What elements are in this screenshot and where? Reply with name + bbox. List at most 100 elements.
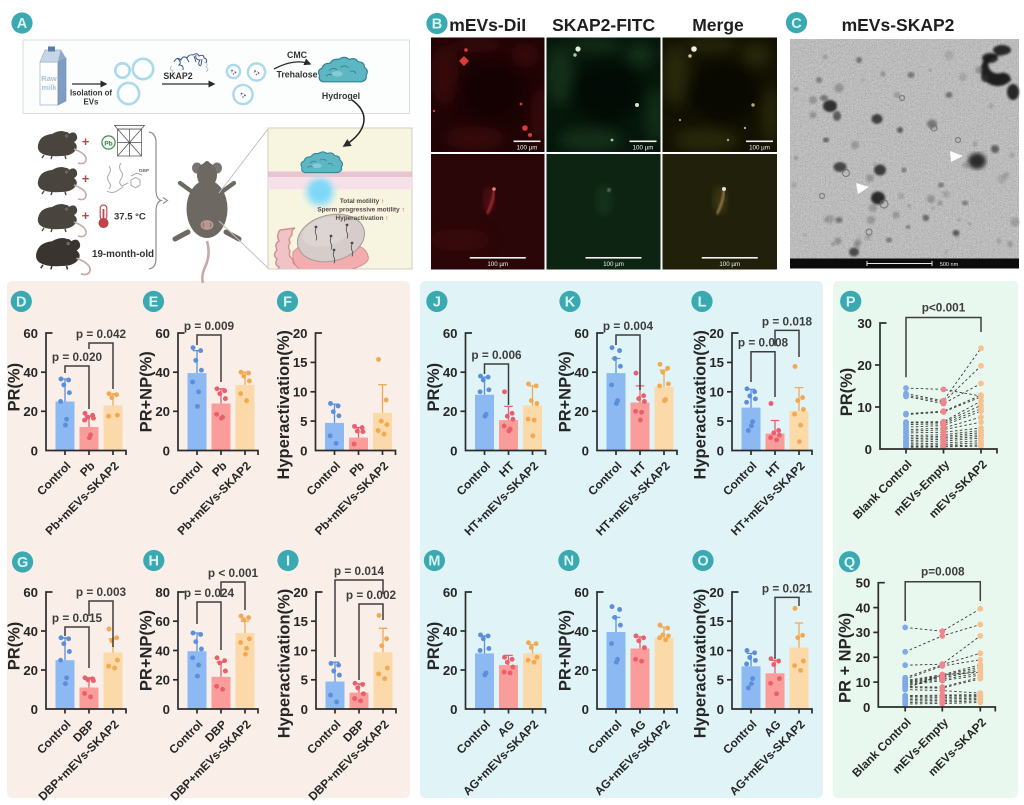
svg-text:Pb: Pb — [104, 141, 112, 148]
svg-text:EVs: EVs — [84, 98, 100, 107]
svg-text:Sperm progressive motility ↑: Sperm progressive motility ↑ — [317, 207, 404, 214]
svg-text:15: 15 — [709, 614, 724, 629]
svg-text:0: 0 — [450, 443, 457, 458]
svg-text:60: 60 — [23, 326, 38, 341]
svg-text:40: 40 — [443, 624, 458, 639]
svg-text:L: L — [698, 295, 707, 311]
svg-text:SKAP2: SKAP2 — [163, 71, 192, 81]
svg-text:40: 40 — [574, 624, 589, 639]
svg-text:+: + — [82, 208, 90, 223]
svg-text:0: 0 — [865, 442, 872, 457]
svg-text:5: 5 — [717, 673, 724, 688]
svg-text:DBP: DBP — [139, 168, 150, 174]
svg-text:5: 5 — [300, 414, 307, 429]
svg-text:PR+NP(%): PR+NP(%) — [138, 351, 156, 432]
svg-text:Hyperactivation(%): Hyperactivation(%) — [692, 589, 710, 738]
svg-text:p = 0.018: p = 0.018 — [762, 314, 813, 328]
svg-text:10: 10 — [709, 643, 724, 658]
svg-text:B: B — [432, 17, 442, 33]
svg-text:0: 0 — [582, 702, 589, 717]
svg-text:40: 40 — [155, 643, 170, 658]
svg-text:40: 40 — [23, 365, 38, 380]
svg-text:M: M — [428, 554, 440, 570]
svg-text:P: P — [846, 295, 856, 311]
svg-text:20: 20 — [23, 663, 38, 678]
svg-text:SKAP2-FITC: SKAP2-FITC — [552, 15, 655, 35]
svg-text:milk: milk — [41, 83, 57, 92]
svg-text:0: 0 — [450, 702, 457, 717]
svg-text:40: 40 — [856, 600, 871, 615]
svg-text:60: 60 — [155, 326, 170, 341]
svg-text:J: J — [433, 295, 441, 311]
svg-text:PR(%): PR(%) — [425, 622, 443, 671]
svg-text:+: + — [82, 134, 90, 149]
svg-text:20: 20 — [23, 404, 38, 419]
svg-text:CMC: CMC — [287, 50, 308, 60]
svg-text:p = 0.021: p = 0.021 — [762, 581, 813, 595]
svg-text:PR+NP(%): PR+NP(%) — [557, 610, 575, 691]
svg-text:20: 20 — [155, 404, 170, 419]
svg-text:30: 30 — [857, 316, 872, 331]
svg-text:mEVs-DiI: mEVs-DiI — [449, 15, 526, 35]
svg-text:PR+NP(%): PR+NP(%) — [557, 351, 575, 432]
svg-text:20: 20 — [574, 404, 589, 419]
svg-text:20: 20 — [709, 326, 724, 341]
svg-text:PR(%): PR(%) — [838, 368, 856, 417]
svg-text:15: 15 — [709, 355, 724, 370]
svg-text:p = 0.008: p = 0.008 — [738, 336, 789, 350]
svg-text:p = 0.020: p = 0.020 — [52, 350, 103, 364]
svg-text:100 µm: 100 µm — [487, 261, 508, 268]
svg-text:p = 0.014: p = 0.014 — [334, 564, 385, 578]
svg-text:p = 0.024: p = 0.024 — [184, 586, 235, 600]
svg-text:60: 60 — [155, 614, 170, 629]
svg-text:G: G — [17, 555, 28, 571]
svg-text:20: 20 — [709, 585, 724, 600]
svg-text:30: 30 — [856, 625, 871, 640]
svg-text:50: 50 — [856, 576, 871, 591]
svg-text:0: 0 — [31, 443, 38, 458]
svg-text:H: H — [149, 554, 159, 570]
svg-text:10: 10 — [857, 400, 872, 415]
svg-text:+: + — [82, 171, 90, 186]
svg-text:Merge: Merge — [692, 15, 744, 35]
svg-text:p = 0.042: p = 0.042 — [76, 327, 127, 341]
svg-text:60: 60 — [443, 585, 458, 600]
svg-text:20: 20 — [293, 585, 308, 600]
svg-text:80: 80 — [155, 585, 170, 600]
svg-text:K: K — [565, 295, 576, 311]
svg-text:Hydrogel: Hydrogel — [322, 91, 360, 101]
svg-text:0: 0 — [301, 702, 308, 717]
svg-text:100 µm: 100 µm — [749, 145, 770, 152]
svg-text:Hyperactivation(%): Hyperactivation(%) — [275, 330, 293, 479]
svg-text:PR(%): PR(%) — [6, 622, 24, 671]
svg-text:15: 15 — [293, 614, 308, 629]
svg-text:p = 0.006: p = 0.006 — [471, 348, 522, 362]
svg-text:5: 5 — [717, 414, 724, 429]
svg-text:20: 20 — [443, 404, 458, 419]
svg-text:Total motility ↑: Total motility ↑ — [340, 198, 384, 205]
svg-text:500 nm: 500 nm — [940, 262, 959, 268]
svg-text:PR(%): PR(%) — [425, 363, 443, 412]
svg-text:5: 5 — [301, 673, 308, 688]
svg-text:10: 10 — [293, 643, 308, 658]
svg-text:19-month-old: 19-month-old — [92, 249, 154, 260]
svg-text:20: 20 — [857, 358, 872, 373]
svg-text:15: 15 — [293, 355, 308, 370]
svg-text:C: C — [791, 16, 802, 32]
svg-text:Hyperactivation(%): Hyperactivation(%) — [276, 589, 294, 738]
svg-text:60: 60 — [23, 585, 38, 600]
svg-text:Hyperactivation ↑: Hyperactivation ↑ — [336, 215, 389, 222]
svg-text:PR(%): PR(%) — [6, 363, 24, 412]
svg-text:p=0.008: p=0.008 — [921, 565, 965, 579]
svg-text:p = 0.015: p = 0.015 — [52, 611, 103, 625]
svg-text:F: F — [283, 295, 292, 311]
svg-text:10: 10 — [293, 385, 308, 400]
svg-text:20: 20 — [443, 663, 458, 678]
svg-text:60: 60 — [574, 326, 589, 341]
svg-text:D: D — [16, 295, 26, 311]
svg-text:PR + NP(%): PR + NP(%) — [836, 613, 854, 703]
svg-text:0: 0 — [163, 443, 170, 458]
svg-text:p = 0.009: p = 0.009 — [184, 319, 235, 333]
svg-text:10: 10 — [709, 385, 724, 400]
svg-text:p = 0.004: p = 0.004 — [603, 319, 654, 333]
